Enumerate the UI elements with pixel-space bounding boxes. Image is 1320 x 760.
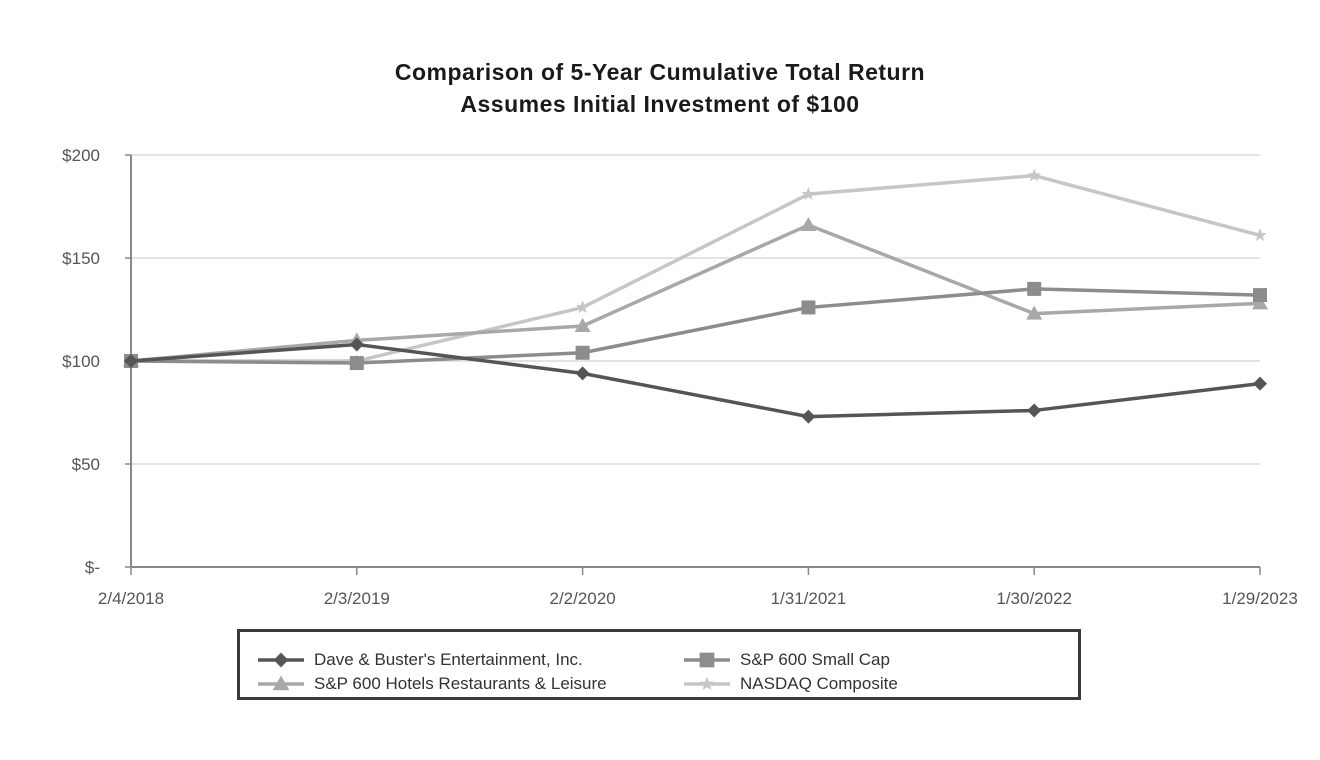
x-tick-label: 2/2/2020 <box>550 589 616 608</box>
legend: Dave & Buster's Entertainment, Inc. S&P … <box>237 629 1081 700</box>
data-point-diamond <box>273 652 289 668</box>
data-point-triangle <box>1252 295 1268 310</box>
data-point-triangle <box>1026 305 1043 320</box>
series-line <box>131 173 1261 363</box>
data-point-diamond <box>1027 403 1042 418</box>
legend-label: NASDAQ Composite <box>740 674 898 693</box>
line-chart: $- $50 $100 $150 $200 2/4/2018 2/3/2019 2/2/202… <box>62 146 1298 608</box>
series-square <box>124 281 1267 371</box>
chart-title-block: Comparison of 5-Year Cumulative Total Re… <box>0 56 1320 120</box>
data-point-diamond <box>124 354 138 368</box>
data-point-star <box>801 187 816 200</box>
data-point-diamond <box>575 366 590 381</box>
data-point-star <box>700 676 714 690</box>
axes <box>125 154 1261 575</box>
series-diamond <box>124 337 1267 424</box>
data-point-diamond <box>349 337 364 352</box>
gridlines <box>131 154 1260 465</box>
x-tick-label: 1/30/2022 <box>996 589 1072 608</box>
legend-item-sp600-hotels: S&P 600 Hotels Restaurants & Leisure <box>256 672 607 696</box>
data-point-square <box>575 345 590 360</box>
data-point-diamond <box>801 409 816 424</box>
y-tick-label: $- <box>85 558 100 577</box>
chart-title: Comparison of 5-Year Cumulative Total Re… <box>394 59 926 85</box>
legend-item-nasdaq: NASDAQ Composite <box>682 672 898 696</box>
x-tick-label: 2/4/2018 <box>98 589 164 608</box>
x-tick-label: 1/29/2023 <box>1222 589 1298 608</box>
legend-swatch-square <box>684 652 730 668</box>
data-point-square <box>1027 281 1042 296</box>
series-line <box>130 223 1261 363</box>
y-tick-label: $150 <box>62 249 100 268</box>
series-star <box>124 168 1267 367</box>
series-lines <box>123 168 1268 424</box>
data-point-star <box>1253 228 1267 241</box>
x-tick-label: 1/31/2021 <box>771 589 847 608</box>
legend-label: S&P 600 Small Cap <box>740 650 890 669</box>
data-point-triangle <box>574 317 591 332</box>
legend-swatch-star <box>684 676 730 690</box>
y-tick-label: $200 <box>62 146 100 165</box>
legend-item-sp600-small-cap: S&P 600 Small Cap <box>682 648 890 672</box>
data-point-square <box>699 652 715 668</box>
data-point-square <box>349 356 364 371</box>
series-line <box>130 342 1261 419</box>
legend-swatch-triangle <box>258 675 304 691</box>
legend-label: S&P 600 Hotels Restaurants & Leisure <box>314 674 607 693</box>
series-line <box>130 287 1261 365</box>
legend-swatch-diamond <box>258 652 304 668</box>
chart-subtitle: Assumes Initial Investment of $100 <box>460 91 860 117</box>
data-point-triangle <box>272 675 290 691</box>
y-tick-label: $50 <box>72 455 100 474</box>
data-point-star <box>575 300 590 314</box>
data-point-star <box>1027 168 1041 182</box>
legend-item-dave-busters: Dave & Buster's Entertainment, Inc. <box>256 648 583 672</box>
y-tick-label: $100 <box>62 352 100 371</box>
tick-labels: $- $50 $100 $150 $200 2/4/2018 2/3/2019 2/2/202… <box>62 146 1298 608</box>
legend-label: Dave & Buster's Entertainment, Inc. <box>314 650 583 669</box>
data-point-triangle <box>800 217 817 232</box>
data-point-square <box>1253 288 1267 303</box>
x-tick-label: 2/3/2019 <box>324 589 390 608</box>
data-point-square <box>801 300 816 315</box>
data-point-diamond <box>1253 376 1267 391</box>
